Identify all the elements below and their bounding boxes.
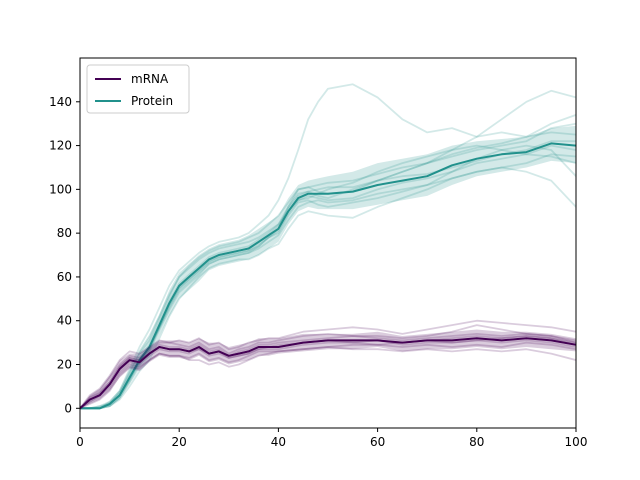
protein-trajectory-1 [80,83,576,410]
mrna-trajectory-1 [80,324,576,409]
protein-trajectory-5 [80,166,576,410]
x-tick-label: 100 [565,435,588,449]
y-tick-label: 120 [49,139,72,153]
protein-confidence-band [80,125,576,409]
x-tick-label: 80 [469,435,484,449]
y-tick-label: 60 [57,270,72,284]
protein-trajectory-9 [80,114,576,410]
plot-area [80,83,576,410]
axes-frame [79,57,577,429]
series-group [80,83,576,410]
y-tick-label: 20 [57,358,72,372]
x-axis: 0 20 40 60 80 100 [76,428,587,449]
protein-trajectory-6 [80,122,576,410]
mrna-trajectory-4 [80,346,576,410]
legend: mRNA Protein [86,64,190,114]
protein-trajectory-3 [80,153,576,410]
x-tick-label: 40 [271,435,286,449]
x-tick-label: 60 [370,435,385,449]
x-tick-label: 0 [76,435,84,449]
mrna-mean-line [80,337,576,410]
protein-trajectory-4 [80,144,576,410]
y-axis: 0 20 40 60 80 100 120 140 [49,95,80,415]
y-tick-label: 140 [49,95,72,109]
y-tick-label: 100 [49,182,72,196]
y-tick-label: 40 [57,314,72,328]
mrna-trajectory-5 [80,319,576,409]
mrna-trajectory-8 [80,335,576,409]
y-tick-label: 0 [64,401,72,415]
mrna-trajectory-6 [80,339,576,409]
legend-label-mrna: mRNA [131,72,169,86]
mrna-trajectory-3 [80,333,576,409]
x-tick-label: 20 [172,435,187,449]
protein-mean-line [80,142,576,410]
mrna-trajectory-2 [80,341,576,410]
y-tick-label: 80 [57,226,72,240]
legend-label-protein: Protein [131,94,173,108]
